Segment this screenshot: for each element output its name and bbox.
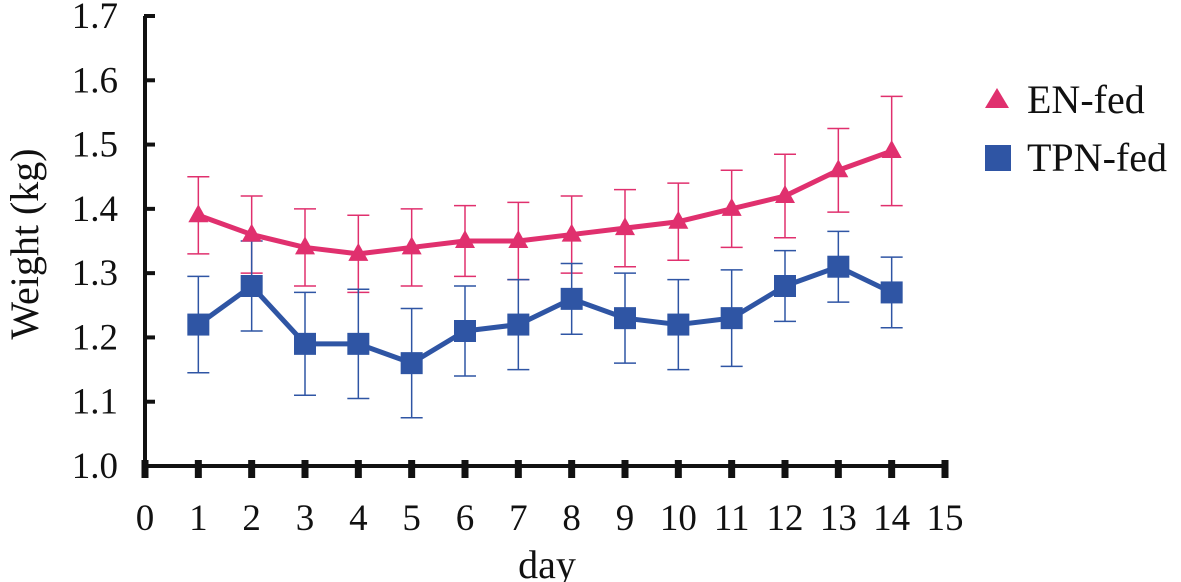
en-fed-point	[881, 140, 902, 158]
y-tick-label: 1.7	[72, 0, 118, 37]
x-tick-label: 14	[873, 498, 910, 539]
en-fed-point	[775, 185, 795, 203]
tpn-fed-point	[294, 332, 316, 355]
y-tick-label: 1.5	[72, 125, 118, 166]
en-fed-point	[295, 236, 315, 255]
x-tick-label: 1	[189, 498, 208, 539]
x-tick-label: 0	[136, 498, 155, 539]
y-tick-label: 1.3	[72, 253, 118, 294]
tpn-fed-point	[720, 307, 743, 330]
en-fed-point	[188, 204, 209, 223]
x-tick-label: 9	[616, 498, 635, 539]
y-tick-label: 1.0	[72, 446, 118, 487]
x-tick-label: 3	[296, 498, 315, 539]
en-fed-point	[615, 217, 635, 236]
x-tick-label: 5	[402, 498, 421, 539]
en-fed-point	[561, 223, 582, 242]
en-fed-point	[241, 223, 262, 242]
legend: EN-fed TPN-fed	[985, 77, 1167, 180]
x-tick-label: 10	[660, 498, 697, 539]
en-fed-point	[721, 197, 742, 216]
tpn-fed-point	[560, 287, 583, 310]
en-fed-point	[508, 230, 529, 248]
y-tick-label: 1.2	[72, 317, 118, 358]
x-tick-label: 7	[509, 498, 528, 539]
tpn-fed-point	[774, 275, 796, 297]
tpn-fed-point	[454, 320, 476, 342]
tpn-fed-point	[347, 332, 370, 355]
en-fed-point	[455, 230, 475, 248]
en-fed-point	[348, 242, 369, 261]
error-bars	[187, 95, 903, 419]
tpn-fed-point	[187, 313, 210, 336]
series-lines	[196, 148, 893, 366]
legend-tpn-fed-label: TPN-fed	[1027, 135, 1167, 180]
en-fed-point	[668, 210, 689, 229]
x-tick-label: 4	[349, 498, 368, 539]
y-tick-label: 1.4	[72, 189, 118, 230]
x-axis-title: day	[518, 542, 576, 582]
en-fed-line	[197, 148, 893, 257]
tpn-fed-point	[240, 275, 263, 297]
tpn-fed-point	[614, 307, 636, 330]
x-tick-label: 13	[820, 498, 857, 539]
legend-en-fed-marker	[985, 88, 1009, 108]
en-fed-point	[828, 159, 849, 178]
series-markers	[187, 140, 903, 375]
x-tick-label: 6	[456, 498, 475, 539]
tpn-fed-point	[827, 255, 850, 278]
x-tick-label: 8	[562, 498, 581, 539]
tpn-fed-point	[667, 313, 690, 336]
x-tick-label: 15	[927, 498, 964, 539]
tpn-fed-point	[400, 352, 423, 375]
x-tick-label: 11	[714, 498, 750, 539]
x-tick-label: 2	[242, 498, 261, 539]
legend-en-fed-label: EN-fed	[1027, 77, 1145, 122]
y-tick-label: 1.1	[72, 382, 118, 423]
legend-tpn-fed-marker	[985, 145, 1011, 171]
tpn-fed-point	[507, 313, 530, 336]
axes: 0 1 2 3 4 5 6 7 8 9 10 11 12 13 14 151.01.11.21.31.41.5…	[72, 0, 964, 539]
tpn-fed-point	[880, 281, 903, 304]
y-axis-title: Weight (kg)	[2, 148, 47, 339]
en-fed-point	[401, 236, 422, 255]
y-tick-label: 1.6	[72, 60, 118, 101]
x-tick-label: 12	[767, 498, 804, 539]
